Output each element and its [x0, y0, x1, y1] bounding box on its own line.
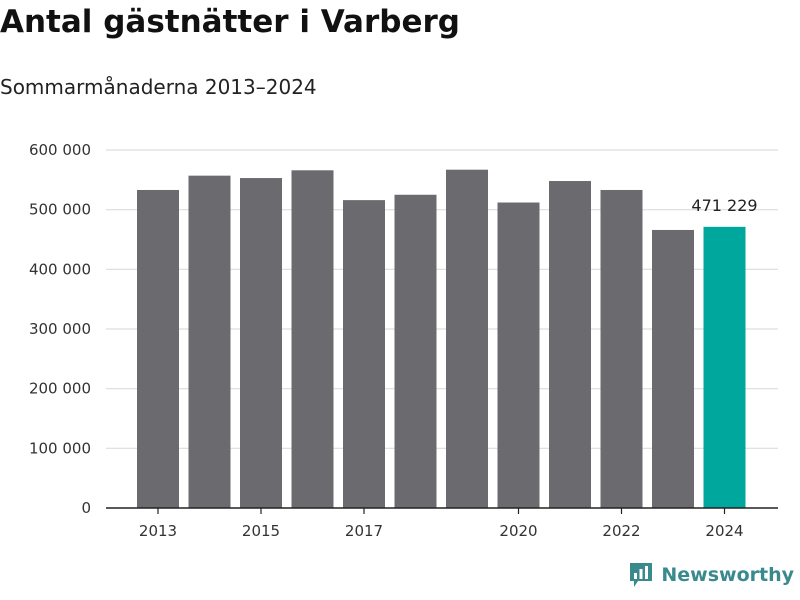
data-label: 471 229: [691, 196, 757, 215]
bar-2023: [652, 229, 694, 508]
x-tick-label: 2024: [705, 522, 743, 540]
newsworthy-logo-icon: [630, 563, 653, 587]
bars: [137, 169, 746, 509]
bar-2017: [343, 200, 385, 508]
bar-2022: [600, 189, 643, 508]
brand-mark: Newsworthy: [629, 562, 794, 588]
bar-2015: [240, 178, 282, 508]
y-tick-label: 200 000: [29, 380, 91, 398]
y-tick-label: 0: [81, 499, 91, 517]
chart-subtitle: Sommarmånaderna 2013–2024: [0, 75, 317, 99]
brand-name: Newsworthy: [661, 564, 794, 586]
bar-2016: [291, 170, 334, 508]
bar-2014: [188, 175, 231, 508]
y-axis-ticks: 0 100 000 200 000 300 000 400 000 500 000 600 …: [29, 141, 91, 517]
y-tick-label: 400 000: [29, 260, 91, 278]
bar-2018: [394, 194, 437, 508]
chart-title: Antal gästnätter i Varberg: [0, 4, 460, 40]
y-tick-label: 100 000: [29, 439, 91, 457]
bar-2024: [703, 226, 746, 508]
data-labels: 471 229: [691, 196, 757, 215]
bar-2013: [137, 189, 179, 508]
x-tick-label: 2015: [242, 522, 280, 540]
y-tick-label: 300 000: [29, 320, 91, 338]
y-tick-label: 600 000: [29, 141, 91, 159]
x-tick-label: 2020: [499, 522, 537, 540]
x-axis-ticks: 2013 2015 2017 2020 2022 2024: [139, 508, 744, 540]
bar-2020: [497, 202, 540, 509]
y-tick-label: 500 000: [29, 201, 91, 219]
bar-2019: [446, 169, 488, 508]
bar-2021: [549, 181, 591, 508]
x-tick-label: 2022: [602, 522, 640, 540]
x-tick-label: 2017: [345, 522, 383, 540]
x-tick-label: 2013: [139, 522, 177, 540]
